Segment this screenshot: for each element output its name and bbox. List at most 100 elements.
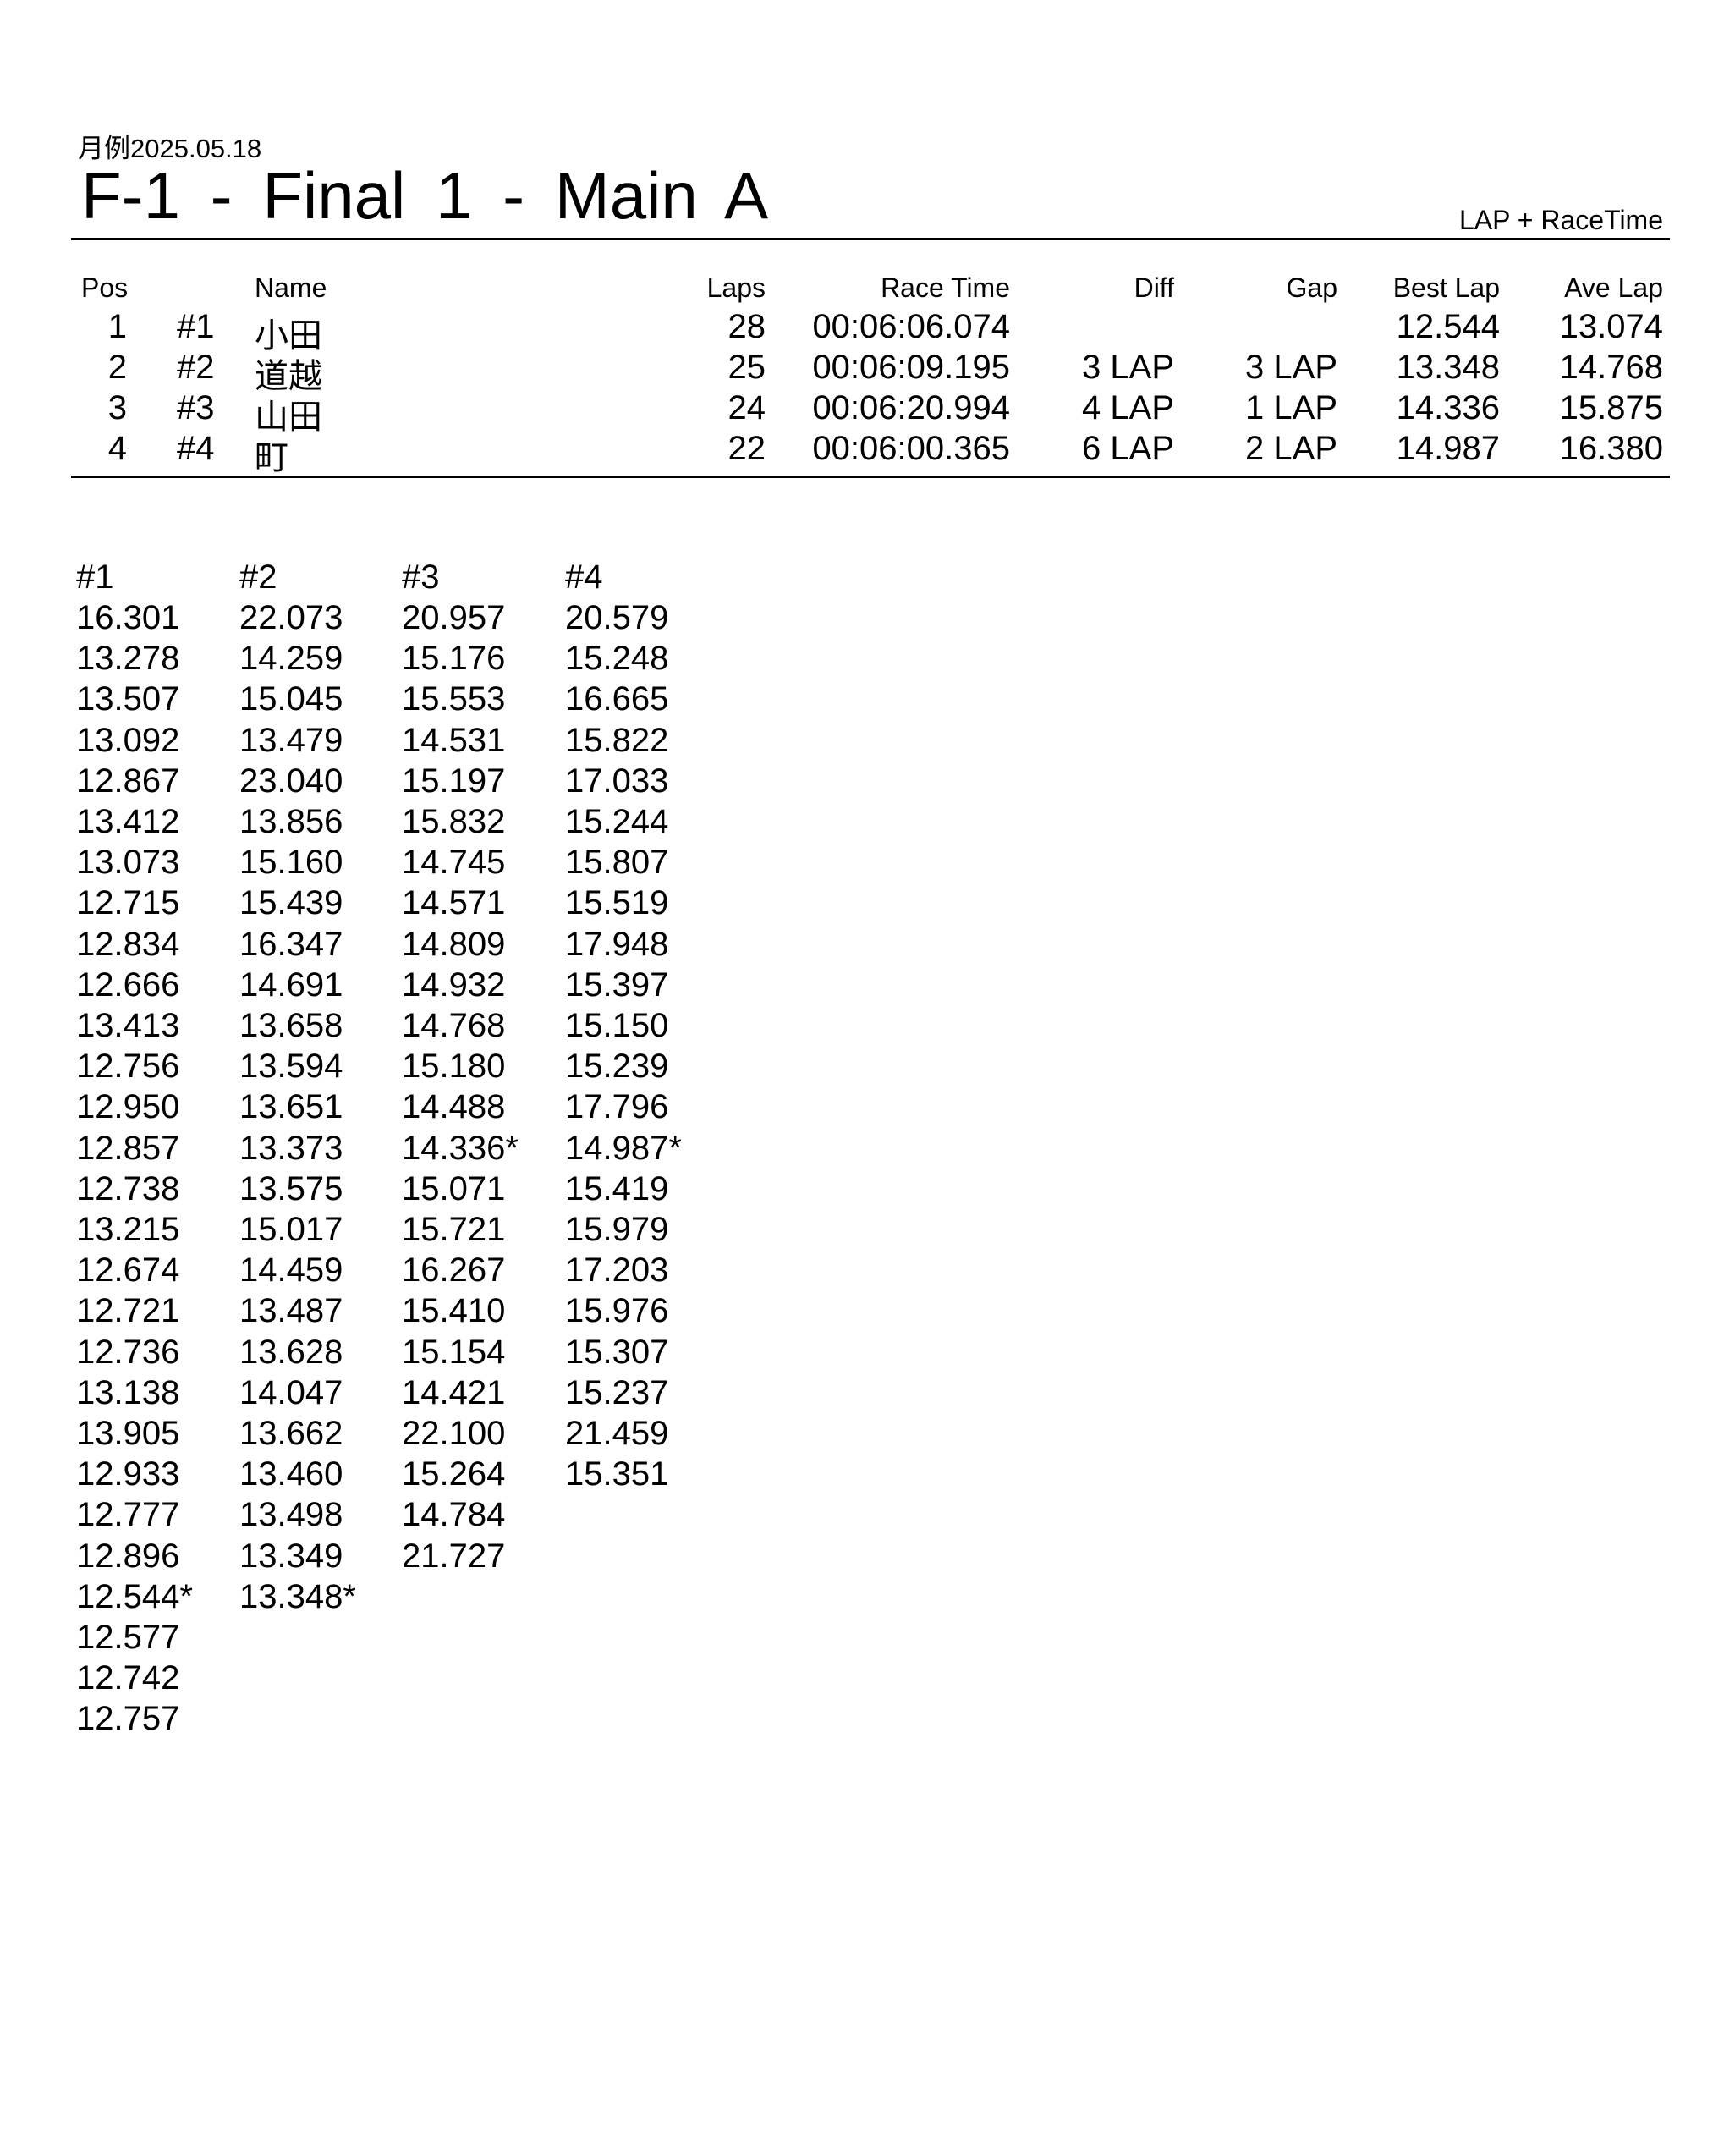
- lap-time-cell: 13.215: [76, 1211, 180, 1248]
- lap-time-cell: 13.487: [239, 1292, 343, 1330]
- cell-driver-name: 道越: [255, 358, 322, 395]
- divider-top: [71, 238, 1670, 240]
- lap-column-header: #4: [565, 558, 603, 596]
- lap-column-header: #1: [76, 558, 114, 596]
- lap-time-cell: 15.519: [565, 884, 669, 922]
- cell-race-time: 00:06:20.994: [812, 389, 1010, 426]
- page-title: F-1 - Final 1 - Main A: [81, 158, 769, 233]
- lap-time-cell: 15.832: [402, 803, 506, 840]
- cell-driver-name: 山田: [255, 399, 322, 436]
- lap-time-cell: 22.100: [402, 1415, 506, 1452]
- cell-pos: 2: [107, 349, 127, 386]
- lap-time-cell: 14.784: [402, 1496, 506, 1534]
- lap-time-cell: 12.577: [76, 1619, 180, 1656]
- lap-time-cell: 15.410: [402, 1292, 506, 1330]
- lap-time-cell: 14.259: [239, 640, 343, 678]
- lap-time-cell: 15.721: [402, 1211, 506, 1248]
- lap-time-cell: 15.244: [565, 803, 669, 840]
- lap-time-cell: 15.351: [565, 1455, 669, 1493]
- cell-gap: 1 LAP: [1245, 389, 1337, 426]
- lap-time-cell: 20.579: [565, 599, 669, 636]
- lap-time-cell: 12.757: [76, 1700, 180, 1738]
- lap-time-cell: 15.439: [239, 884, 343, 922]
- report-mode-label: LAP + RaceTime: [1459, 205, 1663, 235]
- lap-time-cell: 15.248: [565, 640, 669, 678]
- cell-best-lap: 12.544: [1396, 308, 1500, 345]
- lap-time-cell: 13.594: [239, 1048, 343, 1086]
- lap-time-cell: 14.459: [239, 1251, 343, 1290]
- lap-time-cell: 12.738: [76, 1169, 180, 1207]
- cell-driver-name: 町: [255, 439, 288, 476]
- lap-time-cell: 14.336*: [402, 1129, 519, 1167]
- lap-time-cell: 20.957: [402, 599, 506, 636]
- lap-time-cell: 13.479: [239, 721, 343, 759]
- lap-time-cell: 13.460: [239, 1455, 343, 1493]
- cell-diff: 4 LAP: [1082, 389, 1174, 426]
- cell-best-lap: 14.987: [1396, 430, 1500, 467]
- lap-time-cell: 15.419: [565, 1169, 669, 1207]
- cell-laps: 24: [727, 389, 766, 426]
- lap-time-cell: 14.768: [402, 1007, 506, 1044]
- lap-time-cell: 17.033: [565, 762, 669, 800]
- lap-time-cell: 15.150: [565, 1007, 669, 1044]
- cell-diff: 3 LAP: [1082, 349, 1174, 386]
- lap-column-header: #2: [239, 558, 277, 596]
- lap-time-cell: 15.237: [565, 1373, 669, 1411]
- event-date-subtitle: 月例2025.05.18: [78, 134, 262, 163]
- cell-diff: 6 LAP: [1082, 430, 1174, 467]
- lap-time-cell: 15.071: [402, 1169, 506, 1207]
- lap-time-cell: 14.047: [239, 1373, 343, 1411]
- lap-time-cell: 15.307: [565, 1333, 669, 1371]
- lap-time-cell: 15.239: [565, 1048, 669, 1086]
- lap-time-cell: 14.745: [402, 844, 506, 882]
- lap-time-cell: 12.721: [76, 1292, 180, 1330]
- lap-time-cell: 13.412: [76, 803, 180, 840]
- result-row: 4 #4 町 22 00:06:00.365 6 LAP 2 LAP 14.987 16.380: [0, 430, 1724, 476]
- cell-laps: 25: [727, 349, 766, 386]
- cell-pos: 3: [107, 389, 127, 426]
- lap-time-cell: 15.976: [565, 1292, 669, 1330]
- col-header-pos: Pos: [81, 272, 129, 303]
- cell-gap: 3 LAP: [1245, 349, 1337, 386]
- result-row: 1 #1 小田 28 00:06:06.074 12.544 13.074: [0, 308, 1724, 355]
- lap-time-cell: 12.933: [76, 1455, 180, 1493]
- lap-time-cell: 15.397: [565, 965, 669, 1004]
- cell-pos: 4: [107, 430, 127, 467]
- lap-time-cell: 12.666: [76, 965, 180, 1004]
- lap-time-cell: 15.176: [402, 640, 506, 678]
- lap-time-cell: 14.488: [402, 1088, 506, 1126]
- col-header-ave-lap: Ave Lap: [1564, 272, 1663, 303]
- lap-time-cell: 13.575: [239, 1169, 343, 1207]
- col-header-race-time: Race Time: [881, 272, 1010, 303]
- lap-time-cell: 17.948: [565, 925, 669, 963]
- lap-time-cell: 15.017: [239, 1211, 343, 1248]
- lap-time-cell: 16.347: [239, 925, 343, 963]
- lap-time-cell: 15.264: [402, 1455, 506, 1493]
- cell-laps: 28: [727, 308, 766, 345]
- lap-time-cell: 13.498: [239, 1496, 343, 1534]
- lap-time-cell: 13.413: [76, 1007, 180, 1044]
- cell-ave-lap: 15.875: [1559, 389, 1663, 426]
- lap-time-cell: 13.073: [76, 844, 180, 882]
- lap-time-cell: 12.715: [76, 884, 180, 922]
- cell-pos: 1: [107, 308, 127, 345]
- cell-best-lap: 13.348: [1396, 349, 1500, 386]
- lap-time-cell: 13.348*: [239, 1577, 356, 1615]
- result-row: 3 #3 山田 24 00:06:20.994 4 LAP 1 LAP 14.336 15.87…: [0, 389, 1724, 436]
- lap-time-cell: 15.154: [402, 1333, 506, 1371]
- lap-time-cell: 13.658: [239, 1007, 343, 1044]
- cell-driver-name: 小田: [255, 317, 322, 355]
- lap-time-cell: 12.736: [76, 1333, 180, 1371]
- col-header-gap: Gap: [1286, 272, 1337, 303]
- lap-time-cell: 16.665: [565, 680, 669, 718]
- cell-gap: 2 LAP: [1245, 430, 1337, 467]
- lap-time-cell: 13.856: [239, 803, 343, 840]
- col-header-laps: Laps: [706, 272, 766, 303]
- lap-time-cell: 12.674: [76, 1251, 180, 1290]
- col-header-name: Name: [255, 272, 327, 303]
- lap-time-cell: 15.822: [565, 721, 669, 759]
- lap-time-cell: 14.809: [402, 925, 506, 963]
- lap-time-cell: 13.651: [239, 1088, 343, 1126]
- lap-time-cell: 12.950: [76, 1088, 180, 1126]
- cell-race-time: 00:06:00.365: [812, 430, 1010, 467]
